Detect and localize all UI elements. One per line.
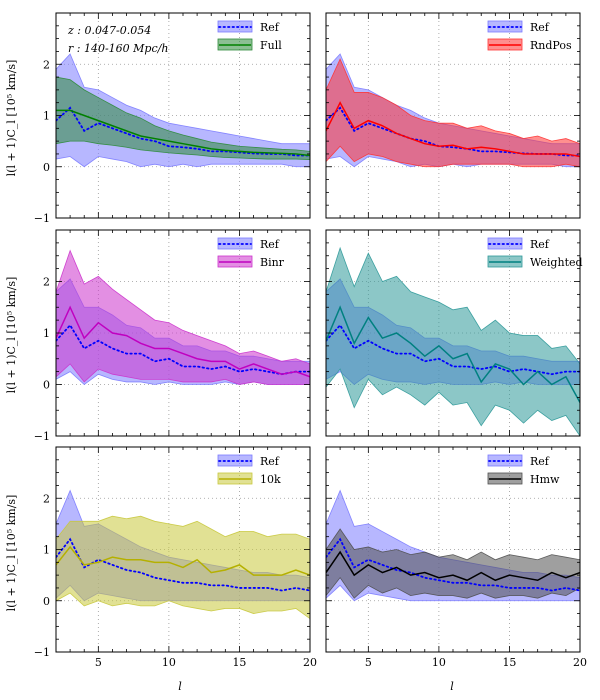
legend-label-10k: 10k [260, 473, 281, 486]
panel-binr: −1 0 1 2 Ref Binr [34, 229, 311, 443]
y-tick-label: 1 [43, 110, 50, 123]
x-tick-label: 20 [303, 656, 317, 669]
plot-area [56, 53, 310, 168]
series-line-ref [326, 537, 580, 592]
y-tick-label: 0 [43, 161, 50, 174]
y-tick-label: −1 [34, 430, 50, 443]
series-line-full [56, 109, 310, 157]
annotation-redshift: z : 0.047-0.054 [67, 24, 151, 37]
y-tick-label: −1 [34, 212, 50, 225]
plot-area [326, 246, 580, 436]
x-tick-label: 5 [95, 656, 102, 669]
legend-label-hmw: Hmw [530, 473, 560, 486]
series-line-hmw [326, 550, 580, 582]
y-axis-label-top: l(l + 1)C_l [10⁵ km/s] [5, 60, 18, 177]
series-line-10k [56, 545, 310, 576]
band-binr [56, 249, 310, 385]
y-tick-label: 0 [43, 379, 50, 392]
x-axis-label-right: l [450, 680, 454, 693]
y-tick-label: 2 [43, 276, 50, 289]
y-tick-label: 2 [43, 58, 50, 71]
plot-area [326, 53, 580, 168]
x-tick-label: 10 [162, 656, 176, 669]
legend-swatch-ref [217, 20, 253, 33]
x-tick-label: 15 [502, 656, 516, 669]
series-line-ref [56, 106, 310, 157]
legend-label-ref: Ref [530, 455, 550, 468]
band-hmw [326, 528, 580, 599]
legend-label-ref: Ref [530, 21, 550, 34]
x-tick-label: 5 [365, 656, 372, 669]
series-line-rndpos [326, 101, 580, 158]
legend-label-ref: Ref [530, 238, 550, 251]
x-tick-label: 10 [432, 656, 446, 669]
panel-rndpos: Ref RndPos [325, 12, 581, 219]
legend-label-ref: Ref [260, 21, 280, 34]
series-line-binr [56, 305, 310, 378]
y-axis-label-bottom: l(l + 1)C_l [10⁵ km/s] [5, 495, 18, 612]
band-weighted [326, 246, 580, 436]
y-tick-label: 0 [43, 595, 50, 608]
series-line-weighted [326, 305, 580, 403]
y-axis-label-middle: l(l + 1)C_l [10⁵ km/s] [5, 277, 18, 394]
legend-label-ref: Ref [260, 238, 280, 251]
series-line-ref [56, 323, 310, 376]
band-full [56, 76, 310, 160]
legend-label-rndpos: RndPos [530, 39, 572, 52]
plot-area [326, 489, 580, 602]
panels: −1 0 1 2 Ref Full Ref RndPos −1 0 1 2 Ref Binr Ref Weig… [34, 12, 587, 669]
y-tick-label: 1 [43, 544, 50, 557]
plot-area [56, 249, 310, 386]
legend-swatch-ref [487, 454, 523, 467]
x-axis-label-left: l [178, 680, 182, 693]
legend-label-weighted: Weighted [530, 256, 583, 269]
y-tick-label: 1 [43, 327, 50, 340]
legend-label-full: Full [260, 39, 282, 52]
legend-swatch-ref [487, 20, 523, 33]
band-rndpos [326, 58, 580, 168]
y-tick-label: 2 [43, 492, 50, 505]
series-line-ref [56, 537, 310, 592]
legend-swatch-ref [487, 237, 523, 250]
legend-swatch-ref [217, 454, 253, 467]
panel-10k: −1 0 1 2 5 10 15 20 Ref 10k [34, 446, 317, 669]
x-tick-label: 20 [573, 656, 587, 669]
annotation-distance: r : 140-160 Mpc/h [68, 42, 168, 55]
plot-area [56, 489, 310, 620]
y-tick-label: −1 [34, 646, 50, 659]
panel-hmw: 5 10 15 20 Ref Hmw [325, 446, 587, 669]
legend-swatch-ref [217, 237, 253, 250]
panel-weighted: Ref Weighted [325, 229, 583, 437]
panel-full: −1 0 1 2 Ref Full [34, 12, 311, 225]
x-tick-label: 15 [232, 656, 246, 669]
legend-label-binr: Binr [260, 256, 285, 269]
legend-label-ref: Ref [260, 455, 280, 468]
